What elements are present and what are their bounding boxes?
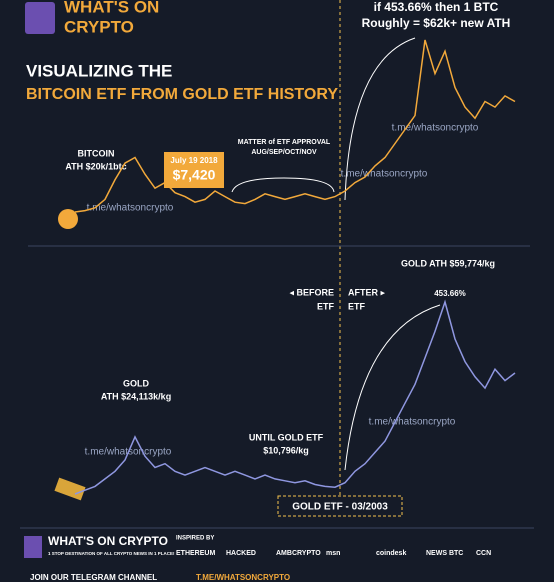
bitcoin-icon	[58, 209, 78, 229]
partner: ETHEREUM	[176, 550, 215, 557]
annotation: ATH $24,113k/kg	[101, 391, 171, 401]
annotation: GOLD ATH $59,774/kg	[401, 258, 495, 268]
gold-icon	[54, 477, 86, 501]
annotation: AUG/SEP/OCT/NOV	[251, 149, 317, 156]
brace	[231, 177, 335, 193]
footer-tagline: 1 STOP DESTINATION OF ALL CRYPTO NEWS IN…	[48, 551, 175, 556]
annotation: ETF	[317, 301, 335, 311]
partner: NEWS BTC	[426, 550, 463, 557]
annotation: BITCOIN	[78, 148, 115, 158]
watermark: t.me/whatsoncrypto	[369, 417, 456, 428]
watermark: t.me/whatsoncrypto	[87, 203, 174, 214]
annotation: ATH $20k/1btc	[65, 161, 126, 171]
footer-link: T.ME/WHATSONCRYPTO	[196, 573, 290, 582]
footer-inspired: INSPIRED BY	[176, 536, 214, 542]
annotation: if 453.66% then 1 BTC	[374, 0, 499, 14]
series-line	[74, 39, 516, 213]
logo	[24, 536, 42, 558]
annotation: July 19 2018	[170, 156, 218, 165]
title: BITCOIN ETF FROM GOLD ETF HISTORY	[26, 86, 338, 103]
annotation: GOLD ETF - 03/2003	[292, 502, 388, 513]
annotation: UNTIL GOLD ETF	[249, 432, 324, 442]
series-line	[74, 299, 516, 495]
watermark: t.me/whatsoncrypto	[341, 169, 428, 180]
annotation: $10,796/kg	[263, 445, 309, 455]
label-box	[164, 152, 224, 188]
partner: AMBCRYPTO	[276, 550, 321, 557]
annotation: GOLD	[123, 378, 149, 388]
annotation: $7,420	[173, 167, 216, 183]
footer-brand: WHAT'S ON CRYPTO	[48, 534, 168, 548]
partner: HACKED	[226, 550, 256, 557]
title: VISUALIZING THE	[26, 61, 172, 80]
brand: WHAT'S ON	[64, 0, 159, 16]
logo	[25, 2, 55, 34]
partner: CCN	[476, 550, 491, 557]
annotation: MATTER of ETF APPROVAL	[238, 139, 331, 146]
label-box	[277, 495, 403, 517]
arrow	[344, 304, 441, 471]
footer-join: JOIN OUR TELEGRAM CHANNEL	[30, 573, 157, 582]
annotation: Roughly = $62k+ new ATH	[362, 16, 511, 30]
partner: msn	[326, 550, 340, 557]
annotation: 453.66%	[434, 289, 466, 298]
annotation: AFTER ▸	[348, 287, 385, 297]
watermark: t.me/whatsoncrypto	[392, 123, 479, 134]
partner: coindesk	[376, 550, 406, 557]
annotation: ◂ BEFORE	[289, 287, 334, 297]
arrow	[344, 37, 416, 201]
annotation: ETF	[348, 301, 366, 311]
brand: CRYPTO	[64, 17, 134, 36]
